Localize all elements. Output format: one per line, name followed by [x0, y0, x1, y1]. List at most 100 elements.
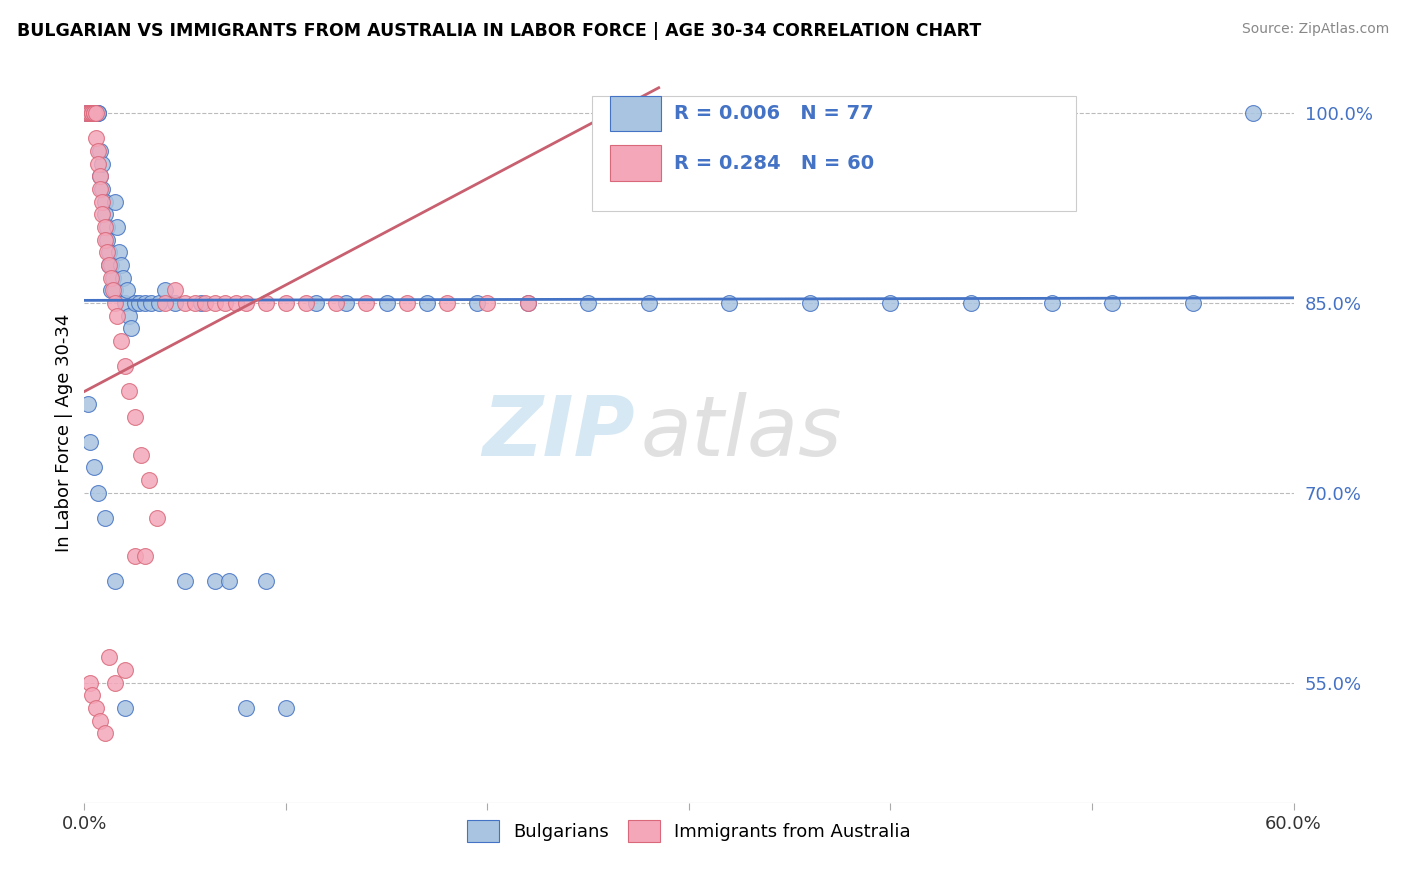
Point: [718, 296, 741, 310]
Point: [146, 511, 169, 525]
Point: [105, 219, 128, 234]
Point: [165, 283, 187, 297]
Text: BULGARIAN VS IMMIGRANTS FROM AUSTRALIA IN LABOR FORCE | AGE 30-34 CORRELATION CH: BULGARIAN VS IMMIGRANTS FROM AUSTRALIA I…: [17, 22, 981, 40]
Point: [395, 296, 418, 310]
Point: [799, 296, 821, 310]
Point: [79, 106, 101, 120]
Point: [1241, 106, 1264, 120]
Point: [86, 106, 108, 120]
Bar: [610, 95, 661, 131]
Point: [194, 296, 217, 310]
Point: [118, 384, 141, 399]
Point: [879, 296, 901, 310]
Point: [89, 714, 111, 728]
Point: [576, 296, 599, 310]
Point: [214, 296, 236, 310]
Point: [114, 663, 136, 677]
Point: [254, 574, 277, 589]
Point: [97, 258, 120, 272]
Point: [416, 296, 439, 310]
Point: [97, 258, 120, 272]
Point: [83, 106, 105, 120]
Point: [91, 157, 114, 171]
Point: [235, 701, 257, 715]
Point: [83, 106, 105, 120]
Point: [86, 106, 108, 120]
Point: [104, 296, 127, 310]
Point: [960, 296, 983, 310]
Point: [93, 194, 115, 209]
Point: [115, 283, 138, 297]
Point: [174, 574, 197, 589]
Text: R = 0.006   N = 77: R = 0.006 N = 77: [675, 104, 875, 123]
Point: [79, 675, 101, 690]
Text: atlas: atlas: [641, 392, 842, 473]
Point: [77, 106, 100, 120]
Point: [89, 182, 111, 196]
Point: [218, 574, 240, 589]
Point: [114, 296, 136, 310]
Point: [93, 207, 115, 221]
Point: [225, 296, 247, 310]
Point: [79, 106, 101, 120]
Point: [104, 283, 127, 297]
Point: [305, 296, 328, 310]
Point: [467, 296, 489, 310]
Point: [274, 701, 297, 715]
Point: [254, 296, 277, 310]
Point: [516, 296, 538, 310]
Point: [86, 106, 108, 120]
Point: [91, 182, 114, 196]
Point: [79, 106, 101, 120]
Point: [124, 296, 146, 310]
Point: [190, 296, 212, 310]
Point: [93, 219, 115, 234]
Point: [97, 650, 120, 665]
Point: [104, 675, 127, 690]
Point: [124, 549, 146, 563]
Point: [89, 169, 111, 184]
Point: [110, 258, 132, 272]
Point: [91, 194, 114, 209]
Point: [111, 270, 134, 285]
Point: [375, 296, 398, 310]
Point: [100, 283, 122, 297]
Point: [110, 334, 132, 348]
Text: ZIP: ZIP: [482, 392, 634, 473]
Point: [1040, 296, 1063, 310]
Point: [235, 296, 257, 310]
Point: [104, 574, 127, 589]
Point: [101, 283, 124, 297]
Point: [93, 233, 115, 247]
Point: [204, 574, 226, 589]
Point: [477, 296, 499, 310]
Point: [129, 448, 152, 462]
Point: [79, 435, 101, 450]
Point: [96, 245, 118, 260]
Point: [436, 296, 458, 310]
Point: [97, 245, 120, 260]
Point: [75, 106, 97, 120]
Point: [356, 296, 378, 310]
Y-axis label: In Labor Force | Age 30-34: In Labor Force | Age 30-34: [55, 313, 73, 552]
Point: [82, 106, 104, 120]
Point: [134, 549, 156, 563]
Point: [77, 106, 100, 120]
Point: [516, 296, 538, 310]
Point: [134, 296, 156, 310]
Point: [1181, 296, 1204, 310]
Point: [153, 296, 176, 310]
Point: [87, 485, 110, 500]
Legend: Bulgarians, Immigrants from Australia: Bulgarians, Immigrants from Australia: [460, 813, 918, 849]
Point: [82, 688, 104, 702]
Point: [77, 397, 100, 411]
Text: R = 0.284   N = 60: R = 0.284 N = 60: [675, 153, 875, 173]
Point: [118, 309, 141, 323]
Point: [86, 701, 108, 715]
Point: [82, 106, 104, 120]
Point: [83, 106, 105, 120]
Point: [153, 283, 176, 297]
Point: [184, 296, 207, 310]
Point: [107, 245, 129, 260]
Point: [174, 296, 197, 310]
